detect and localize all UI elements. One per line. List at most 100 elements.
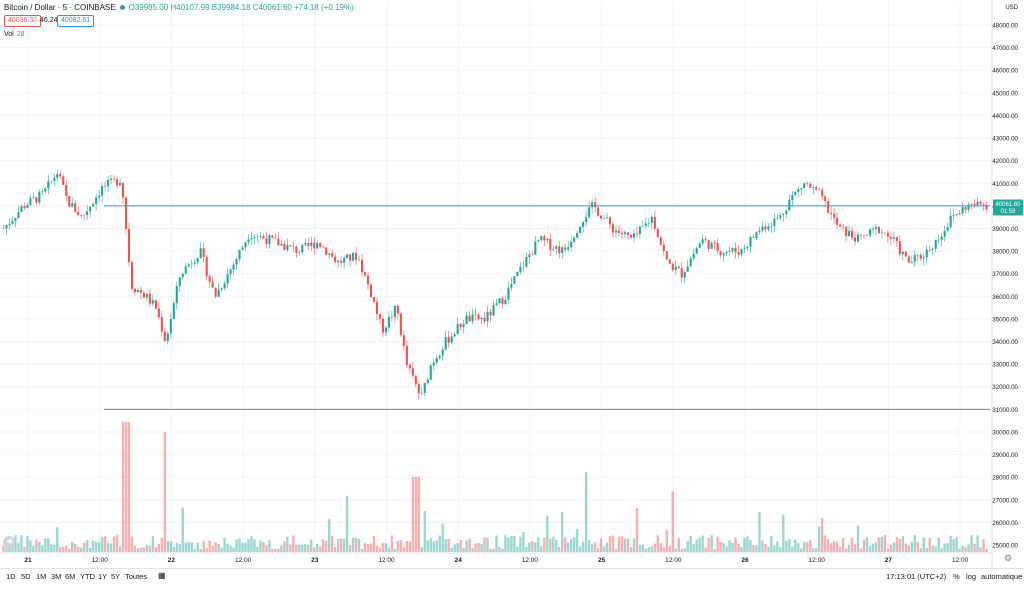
- candle-body: [525, 257, 528, 267]
- candle-body: [8, 223, 11, 225]
- volume-bar: [773, 545, 776, 552]
- candle-body: [824, 196, 827, 202]
- candle-body: [295, 246, 298, 254]
- log-toggle[interactable]: log: [966, 572, 977, 581]
- range-6m-button[interactable]: 6M: [65, 572, 76, 581]
- volume-bar: [124, 422, 128, 552]
- buy-price-button[interactable]: 40082.61: [57, 15, 95, 27]
- candle-body: [14, 218, 17, 221]
- candle-body: [157, 308, 160, 318]
- range-ytd-button[interactable]: YTD: [80, 572, 95, 581]
- candle-body: [322, 246, 325, 248]
- candle-body: [211, 281, 214, 288]
- candle-body: [913, 254, 916, 262]
- candle-body: [98, 195, 101, 198]
- candle-body: [343, 257, 346, 263]
- volume-bar: [764, 543, 767, 552]
- volume-bar: [701, 535, 704, 552]
- scroll-left-icon[interactable]: ◀: [3, 536, 15, 548]
- volume-bar: [946, 543, 949, 552]
- volume-bar: [17, 543, 20, 552]
- range-1d-button[interactable]: 1D: [6, 572, 16, 581]
- candle-body: [265, 238, 268, 244]
- candle-body: [883, 232, 886, 234]
- volume-bar: [85, 540, 89, 552]
- volume-bar: [614, 548, 618, 552]
- volume-bar: [465, 540, 468, 552]
- auto-scale-toggle[interactable]: automatique: [981, 572, 1023, 581]
- candle-body: [588, 207, 591, 218]
- candle-body: [298, 252, 301, 254]
- candle-body: [480, 317, 483, 320]
- volume-bar: [838, 546, 842, 552]
- candle-body: [830, 212, 833, 214]
- range-3m-button[interactable]: 3M: [51, 572, 62, 581]
- volume-bar: [88, 547, 92, 552]
- percent-toggle[interactable]: %: [953, 572, 960, 581]
- candle-body: [130, 262, 134, 289]
- volume-bar: [411, 477, 415, 552]
- candle-body: [916, 254, 919, 256]
- candle-body: [546, 238, 549, 241]
- volume-bar: [363, 542, 367, 552]
- volume-bar: [623, 538, 627, 552]
- candle-body: [608, 217, 612, 225]
- range-5y-button[interactable]: 5Y: [111, 572, 121, 581]
- volume-bar: [196, 542, 199, 552]
- range-5d-button[interactable]: 5D: [21, 572, 31, 581]
- candles: [2, 169, 988, 400]
- range-1m-button[interactable]: 1M: [36, 572, 47, 581]
- sell-price-button[interactable]: 40036.37: [4, 15, 42, 27]
- clock-time[interactable]: 17:13:01 (UTC+2): [886, 572, 947, 581]
- candle-body: [286, 244, 289, 250]
- candle-body: [859, 234, 863, 236]
- volume-bar: [931, 545, 934, 552]
- candle-body: [749, 237, 752, 247]
- range-all-button[interactable]: Toutes: [125, 572, 148, 581]
- volume-bar: [982, 539, 985, 552]
- candle-body: [435, 358, 438, 363]
- candle-body: [202, 248, 205, 258]
- symbol-title[interactable]: Bitcoin / Dollar · 5 · COINBASE: [4, 3, 116, 12]
- candle-body: [504, 299, 507, 304]
- candle-body: [175, 286, 178, 304]
- volume-bar: [166, 541, 170, 552]
- candle-body: [585, 217, 588, 223]
- volume-bar: [683, 548, 686, 552]
- volume-bar: [121, 422, 125, 552]
- gear-icon[interactable]: ⚙: [1004, 553, 1013, 563]
- candle-body: [958, 213, 961, 215]
- candle-body: [946, 227, 949, 231]
- volume-bar: [880, 536, 884, 552]
- candle-body: [319, 243, 322, 247]
- volume-bar: [581, 541, 585, 552]
- volume-bar: [809, 540, 812, 552]
- volume-bar: [549, 538, 552, 552]
- candle-body: [68, 195, 71, 207]
- volume-bar: [812, 548, 815, 552]
- price-tick-label: 32000.00: [992, 384, 1018, 391]
- volume-bar: [558, 547, 561, 552]
- range-1y-button[interactable]: 1Y: [98, 572, 108, 581]
- volume-bar: [823, 535, 827, 552]
- volume-bar: [68, 548, 71, 552]
- candle-body: [226, 274, 229, 284]
- volume-bar: [561, 511, 564, 552]
- candle-body: [513, 276, 516, 284]
- volume-bar: [964, 547, 967, 552]
- candle-body: [89, 206, 92, 212]
- candle-body: [614, 230, 618, 233]
- candle-body: [794, 191, 797, 196]
- candle-body: [871, 228, 875, 230]
- volume-bar: [226, 543, 229, 552]
- price-tick-label: 38000.00: [992, 249, 1018, 256]
- volume-bar: [345, 495, 349, 552]
- volume-bar: [262, 541, 265, 552]
- volume-bar: [336, 539, 340, 552]
- candle-body: [325, 247, 328, 255]
- volume-bar: [797, 543, 800, 552]
- volume-bar: [749, 539, 752, 552]
- calendar-icon[interactable]: ▦: [158, 571, 166, 580]
